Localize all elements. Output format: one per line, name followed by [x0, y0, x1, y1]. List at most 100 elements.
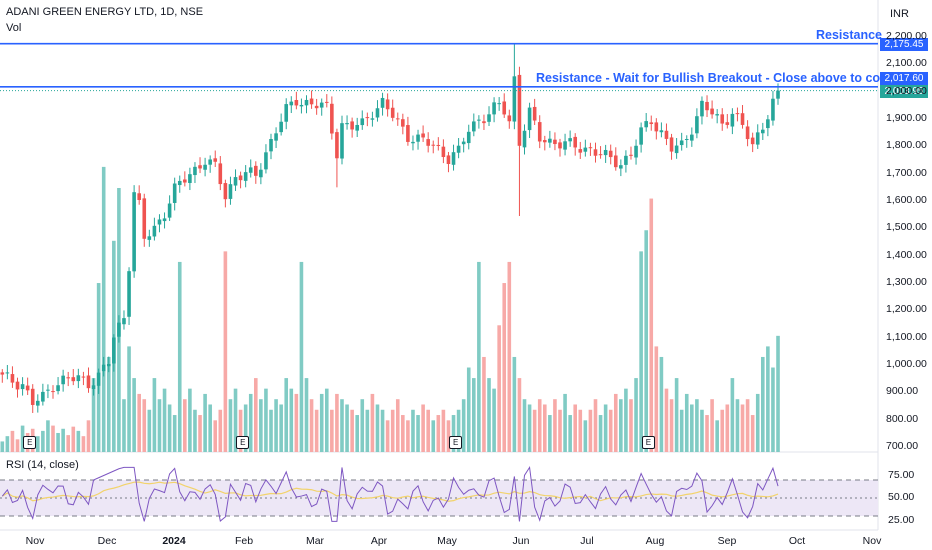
candle-body	[659, 130, 664, 133]
candle-body	[624, 155, 628, 165]
volume-bar	[446, 420, 451, 452]
candle-body	[86, 375, 91, 389]
volume-bar	[264, 388, 268, 452]
volume-bar	[218, 409, 223, 452]
price-tick-label: 1,800.00	[886, 139, 927, 152]
volume-bar	[188, 388, 192, 452]
volume-bar	[771, 367, 775, 452]
volume-bar	[573, 404, 578, 452]
volume-bar	[106, 356, 111, 452]
candle-body	[81, 376, 86, 378]
volume-bar	[51, 425, 55, 452]
earnings-marker-icon[interactable]: E	[236, 436, 250, 449]
candle-body	[309, 98, 314, 105]
volume-bar	[436, 415, 441, 452]
earnings-marker-icon[interactable]: E	[23, 436, 37, 449]
candle-body	[426, 139, 430, 146]
volume-bar	[507, 261, 512, 452]
volume-bar	[690, 404, 694, 452]
volume-bar	[684, 393, 689, 452]
candle-body	[608, 150, 613, 158]
resistance-top-price-tag: 2,175.45	[880, 38, 928, 51]
volume-bar	[553, 399, 557, 452]
candle-body	[71, 377, 76, 382]
volume-bar	[532, 409, 537, 452]
volume-bar	[390, 409, 395, 452]
candle-body	[613, 155, 618, 168]
price-tick-label: 1,600.00	[886, 194, 927, 206]
candle-body	[558, 142, 562, 149]
volume-bar	[629, 399, 633, 452]
candle-body	[112, 337, 116, 364]
candle-body	[411, 141, 415, 144]
volume-bar	[654, 346, 659, 452]
volume-bar	[380, 409, 385, 452]
volume-bar	[761, 356, 765, 452]
candle-body	[431, 144, 436, 146]
candle-body	[193, 166, 197, 176]
candle-body	[553, 139, 557, 145]
volume-bar	[61, 428, 65, 452]
candle-body	[51, 391, 55, 393]
volume-bar	[659, 356, 664, 452]
candle-body	[375, 108, 380, 118]
volume-bar	[304, 378, 309, 452]
volume-bar	[426, 409, 430, 452]
candle-body	[456, 145, 461, 153]
candle-body	[477, 119, 481, 121]
volume-bar	[395, 399, 400, 452]
candle-body	[56, 385, 60, 392]
candle-body	[750, 137, 755, 145]
candle-body	[669, 137, 674, 152]
volume-bar	[172, 415, 177, 452]
earnings-marker-icon[interactable]: E	[449, 436, 463, 449]
volume-bar	[603, 404, 608, 452]
rsi-label: RSI (14, close)	[6, 459, 79, 471]
candle-body	[157, 219, 162, 225]
candle-body	[218, 163, 223, 185]
candle-body	[284, 104, 289, 122]
volume-bar	[401, 415, 405, 452]
volume-bar	[466, 367, 471, 452]
volume-bar	[740, 404, 745, 452]
volume-bar	[233, 388, 238, 452]
candle-body	[167, 203, 172, 218]
volume-bar	[735, 399, 740, 452]
candle-body	[340, 123, 344, 159]
volume-bar	[208, 404, 212, 452]
volume-bar	[10, 430, 15, 452]
volume-bar	[537, 399, 542, 452]
volume-bar	[355, 415, 359, 452]
earnings-marker-icon[interactable]: E	[641, 436, 655, 449]
candle-body	[679, 140, 684, 146]
candle-body	[542, 140, 547, 143]
volume-bar	[619, 399, 623, 452]
candle-body	[705, 101, 709, 111]
volume-bar	[664, 388, 669, 452]
volume-bar	[634, 378, 638, 452]
volume-bar	[340, 399, 344, 452]
candle-body	[674, 145, 679, 154]
volume-bar	[431, 420, 436, 452]
candle-body	[223, 183, 228, 200]
volume-bar	[583, 420, 588, 452]
candle-body	[101, 364, 106, 372]
candle-body	[761, 129, 765, 134]
volume-bar	[416, 415, 420, 452]
candle-body	[370, 118, 375, 120]
candle-body	[725, 122, 730, 125]
volume-bar	[502, 283, 507, 452]
volume-bar	[5, 436, 10, 452]
volume-bar	[375, 404, 380, 452]
candle-body	[76, 375, 81, 382]
time-tick-label: Mar	[305, 535, 325, 547]
candle-body	[294, 99, 299, 106]
candle-body	[421, 133, 425, 138]
candle-body	[771, 98, 775, 121]
volume-bar	[456, 409, 461, 452]
candle-body	[740, 113, 745, 125]
volume-bar	[700, 409, 704, 452]
candle-body	[324, 101, 329, 103]
resistance-main-price-tag: 2,017.60	[880, 72, 928, 85]
